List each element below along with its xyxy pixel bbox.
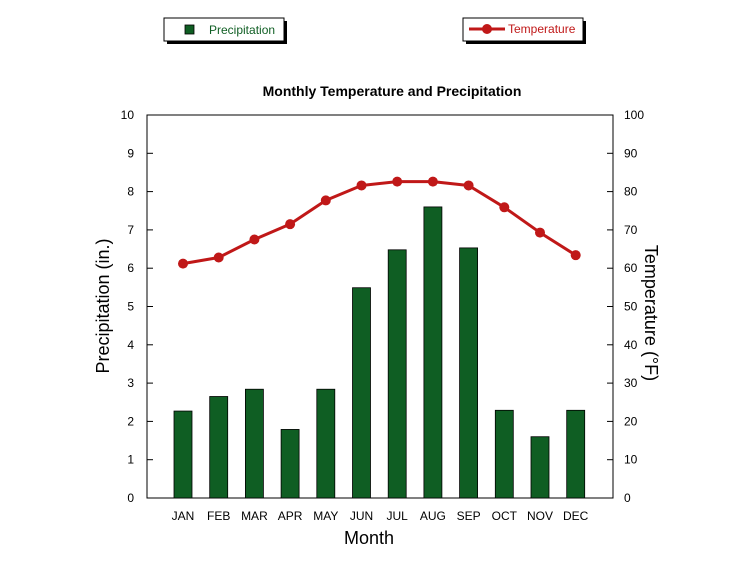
x-tick-label: DEC	[563, 509, 589, 523]
legend-temperature-label: Temperature	[508, 22, 576, 36]
temperature-point-aug	[427, 176, 438, 187]
temperature-point-dec	[570, 250, 581, 261]
left-tick-label: 1	[127, 453, 134, 467]
legend-box	[163, 17, 285, 42]
right-tick-label: 10	[624, 453, 638, 467]
bar-dec	[566, 409, 586, 499]
bar-jul	[387, 249, 407, 499]
legend-precipitation-swatch	[184, 24, 195, 35]
bar-jan	[173, 410, 193, 499]
legend-temperature: Temperature	[462, 17, 586, 44]
temperature-point-oct	[499, 202, 510, 213]
y2-axis-title: Temperature (°F)	[641, 245, 661, 381]
right-tick-label: 80	[624, 185, 638, 199]
x-tick-label: SEP	[457, 509, 481, 523]
right-tick-label: 100	[624, 108, 644, 122]
x-axis: JAN FEB MAR APR MAY JUN JUL AUG SEP OCT NOV DEC	[172, 509, 589, 523]
x-tick-label: JUN	[350, 509, 373, 523]
x-tick-label: JAN	[172, 509, 195, 523]
bar-apr	[280, 429, 300, 499]
left-tick-label: 7	[127, 223, 134, 237]
x-tick-label: NOV	[527, 509, 553, 523]
right-tick-label: 40	[624, 338, 638, 352]
temperature-point-may	[320, 195, 331, 206]
legend-temperature-marker	[482, 24, 492, 34]
temperature-point-jun	[356, 180, 367, 191]
temperature-point-apr	[285, 219, 296, 230]
temperature-point-mar	[249, 234, 260, 245]
legend-precipitation: Precipitation	[163, 17, 287, 44]
right-tick-label: 0	[624, 491, 631, 505]
temperature-series-line	[182, 180, 577, 266]
bar-may	[316, 388, 336, 499]
left-tick-label: 6	[127, 261, 134, 275]
x-axis-title: Month	[344, 528, 394, 548]
temperature-line	[178, 176, 581, 269]
chart-title: Monthly Temperature and Precipitation	[263, 83, 522, 99]
legend-box	[462, 17, 584, 42]
temperature-point-nov	[535, 227, 545, 238]
left-tick-label: 0	[127, 491, 134, 505]
right-tick-label: 90	[624, 146, 638, 160]
right-tick-label: 60	[624, 261, 638, 275]
temperature-point-jan	[178, 258, 188, 269]
left-tick-label: 3	[127, 376, 134, 390]
bar-mar	[244, 388, 264, 499]
x-tick-label: AUG	[420, 509, 446, 523]
right-tick-label: 70	[624, 223, 638, 237]
temperature-point-sep	[463, 180, 474, 191]
x-tick-label: MAY	[313, 509, 338, 523]
x-tick-label: MAR	[241, 509, 268, 523]
left-tick-label: 8	[127, 185, 134, 199]
right-tick-label: 20	[624, 414, 638, 428]
x-tick-label: JUL	[387, 509, 409, 523]
temperature-point-jul	[392, 176, 403, 187]
right-tick-label: 30	[624, 376, 638, 390]
bar-oct	[494, 409, 514, 499]
bar-sep	[459, 247, 479, 499]
bar-feb	[209, 396, 229, 499]
bar-nov	[530, 436, 550, 499]
precipitation-bars	[173, 206, 586, 499]
left-tick-label: 4	[127, 338, 134, 352]
x-tick-label: APR	[278, 509, 303, 523]
left-axis: 0 1 2 3 4 5 6 7 8 9 10	[121, 108, 153, 505]
x-tick-label: OCT	[492, 509, 518, 523]
x-tick-label: FEB	[207, 509, 230, 523]
right-axis: 0 10 20 30 40 50 60 70 80 90 100	[607, 108, 644, 505]
right-tick-label: 50	[624, 300, 638, 314]
left-tick-label: 10	[121, 108, 135, 122]
temperature-point-feb	[213, 252, 224, 263]
bar-jun	[352, 287, 371, 499]
left-tick-label: 9	[127, 146, 134, 160]
left-tick-label: 2	[127, 414, 134, 428]
legend-precipitation-label: Precipitation	[209, 23, 275, 37]
left-tick-label: 5	[127, 300, 134, 314]
bar-aug	[423, 206, 443, 499]
y-axis-title: Precipitation (in.)	[93, 238, 113, 373]
